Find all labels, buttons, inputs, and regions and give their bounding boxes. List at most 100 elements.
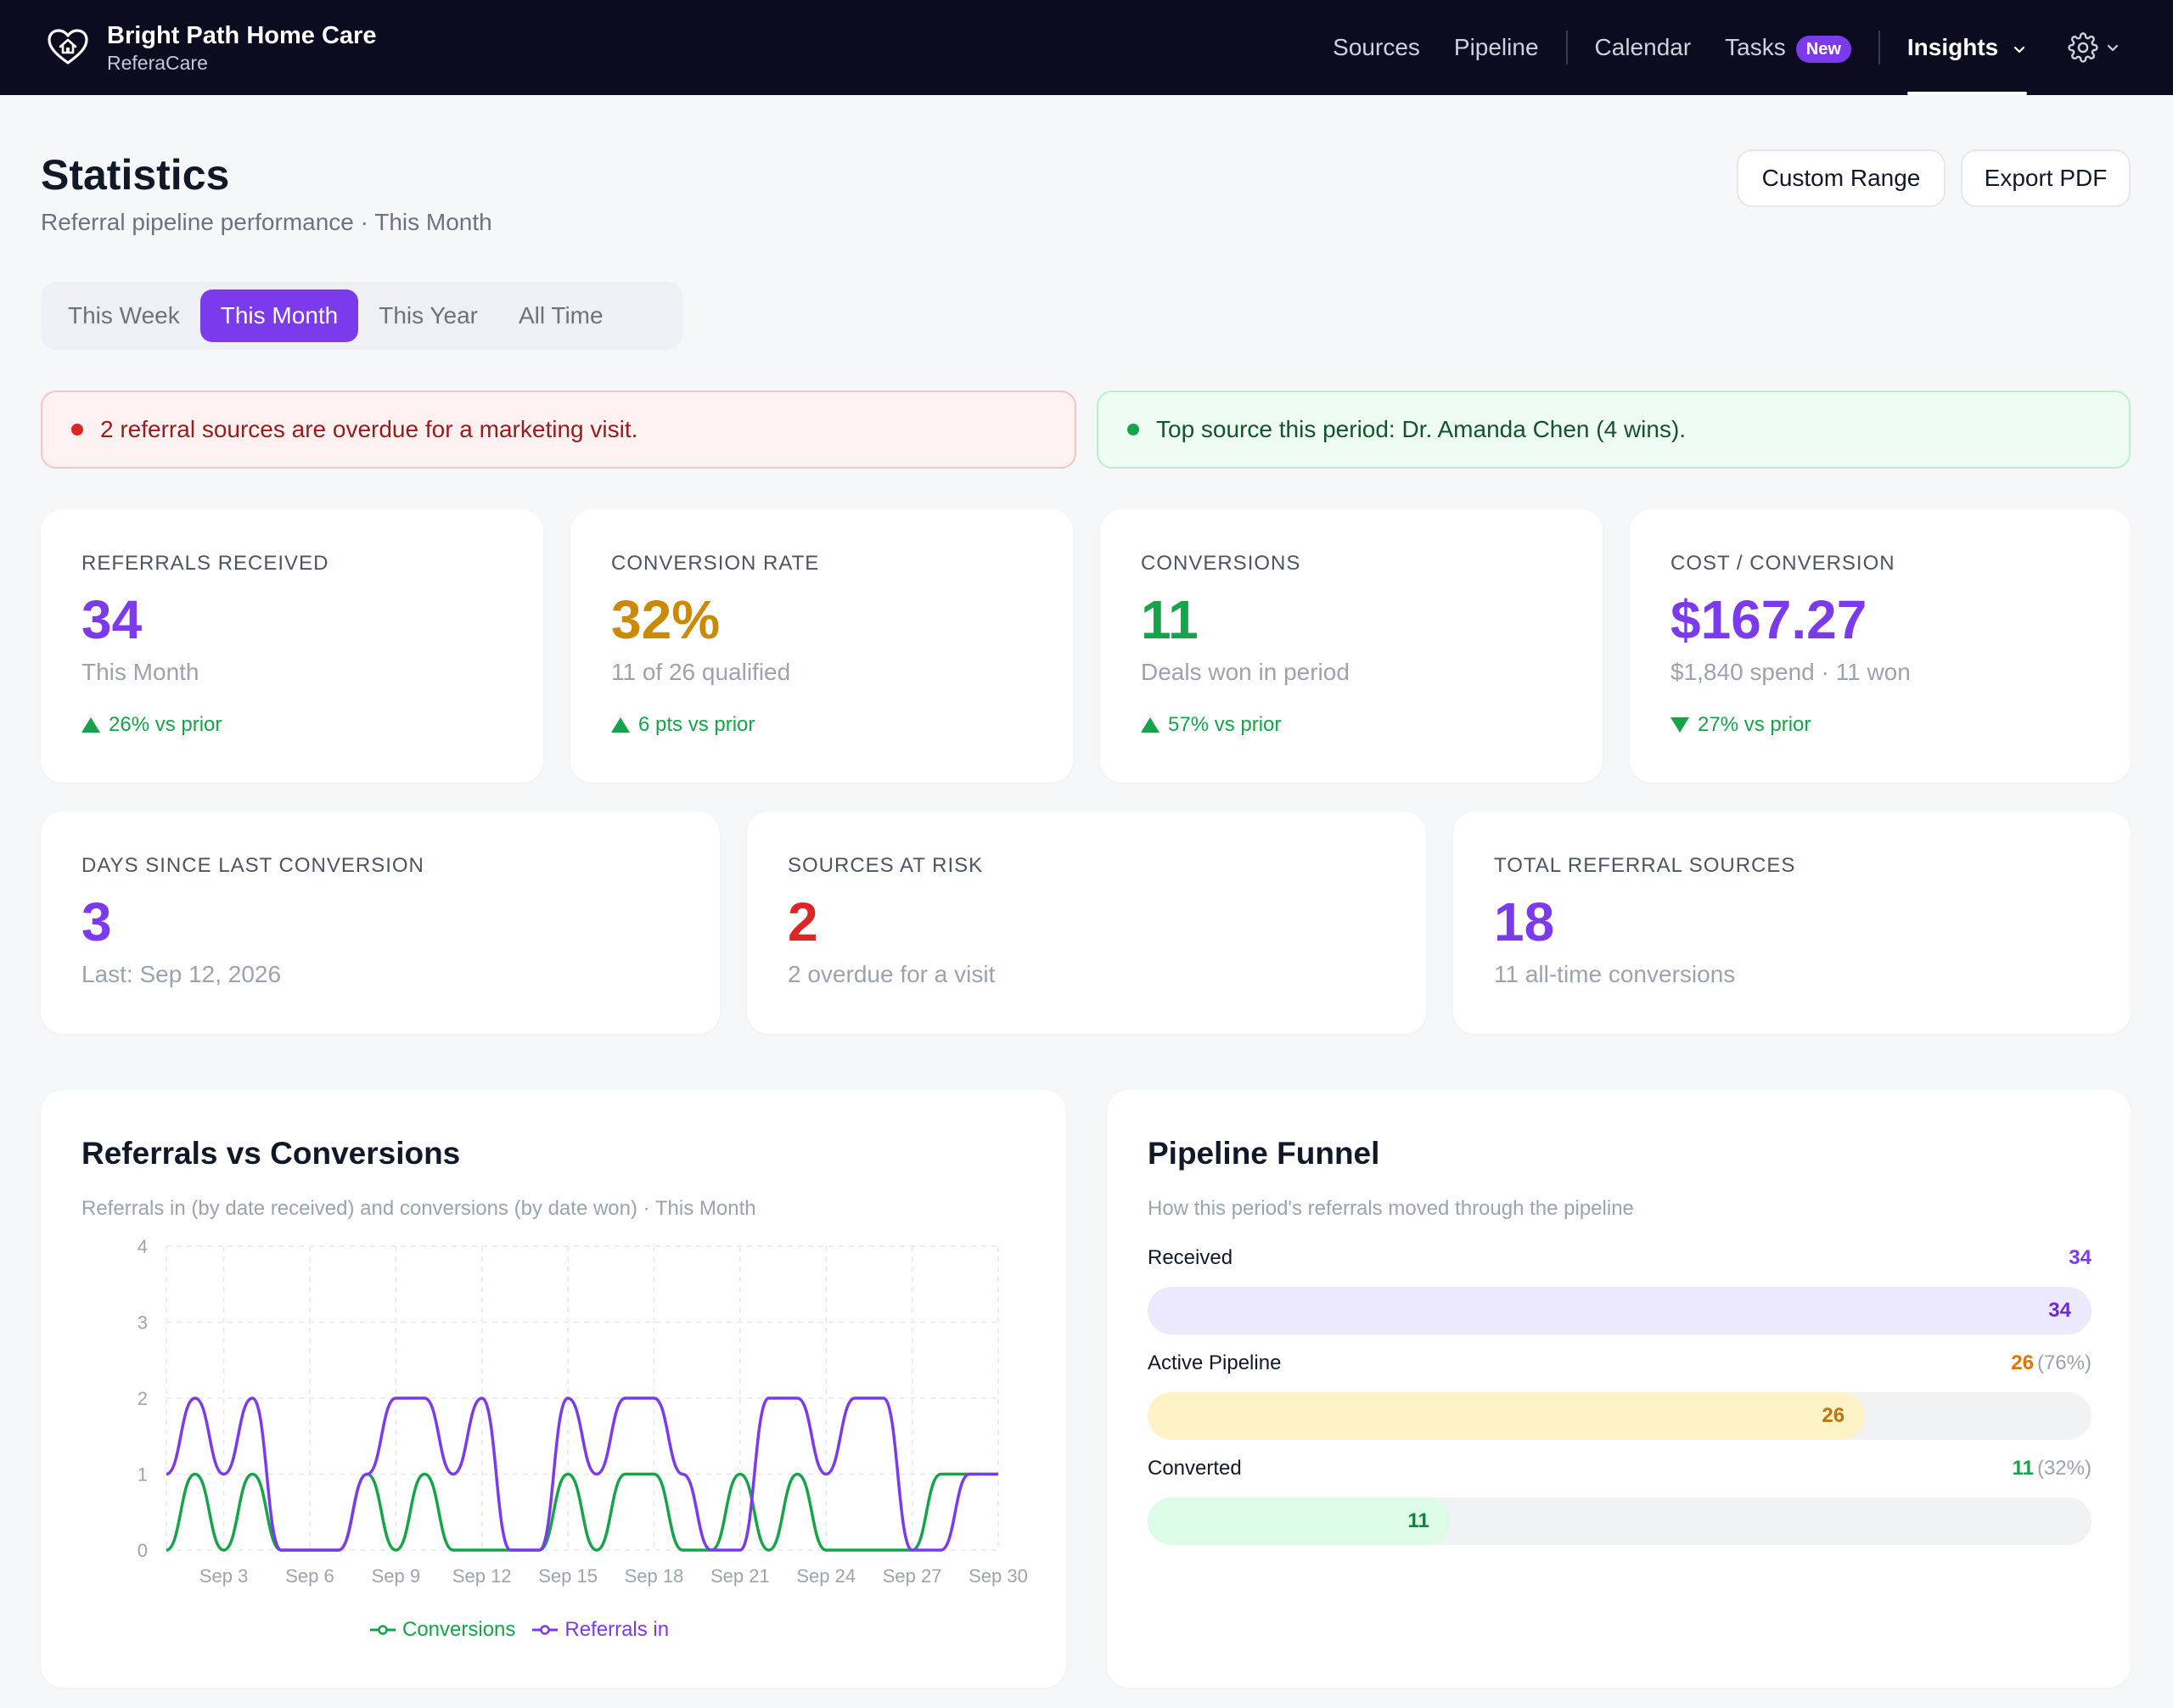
tab-all-time[interactable]: All Time — [519, 302, 604, 329]
top-nav: Bright Path Home Care ReferaCare Sources… — [0, 0, 2173, 95]
stat-subtext: $1,840 spend · 11 won — [1670, 659, 1911, 685]
legend-item-conversions[interactable]: Conversions — [370, 1618, 515, 1642]
top-source-alert[interactable]: Top source this period: Dr. Amanda Chen … — [1097, 390, 2131, 469]
nav-sources[interactable]: Sources — [1333, 34, 1420, 60]
x-tick-label: Sep 18 — [625, 1565, 684, 1587]
period-segmented-control: This Week This Month This Year All Time — [41, 282, 682, 350]
nav-pipeline[interactable]: Pipeline — [1453, 34, 1539, 60]
funnel-bar-value: 34 — [2048, 1299, 2071, 1322]
stat-value: 2 — [788, 891, 818, 952]
y-tick-label: 4 — [138, 1236, 148, 1257]
funnel-label: Received — [1148, 1246, 1233, 1269]
stat-card-conversions: CONVERSIONS 11 Deals won in period 57% v… — [1100, 509, 1603, 783]
panel-title: Pipeline Funnel — [1148, 1136, 1380, 1171]
referrals-vs-conversions-panel: Referrals vs Conversions Referrals in (b… — [41, 1090, 1066, 1688]
page-title: Statistics — [41, 151, 230, 199]
gear-icon — [2068, 32, 2098, 63]
panel-subtitle: Referrals in (by date received) and conv… — [81, 1197, 756, 1220]
stat-subtext: Deals won in period — [1141, 659, 1350, 685]
stat-delta-text: 6 pts vs prior — [638, 713, 755, 736]
funnel-track: 11 — [1148, 1497, 2092, 1545]
stat-card-referrals-received: REFERRALS RECEIVED 34 This Month 26% vs … — [41, 509, 543, 783]
stat-delta-text: 26% vs prior — [109, 713, 222, 736]
funnel-row-converted[interactable]: Converted 11 (32%) 11 — [1148, 1455, 2092, 1545]
stat-value: 11 — [1141, 589, 1199, 650]
funnel-bar-value: 26 — [1822, 1404, 1845, 1427]
line-marker-icon — [370, 1625, 396, 1635]
stat-value: 32% — [611, 589, 721, 650]
line-chart[interactable]: 0 1 2 3 4 Sep 3 Sep 6 Sep 9 Sep 12 Sep 15 Sep 18 Se… — [41, 1090, 1066, 1688]
custom-range-button[interactable]: Custom Range — [1737, 149, 1946, 207]
tab-this-month[interactable]: This Month — [199, 289, 359, 342]
settings-menu[interactable] — [2044, 32, 2120, 63]
stat-label: COST / CONVERSION — [1670, 552, 1895, 575]
chevron-down-icon — [2013, 46, 2025, 53]
stat-card-cost-per-conversion: COST / CONVERSION $167.27 $1,840 spend ·… — [1630, 509, 2131, 783]
legend-label: Referrals in — [564, 1618, 670, 1641]
funnel-percent: (76%) — [2036, 1351, 2092, 1374]
funnel-label: Converted — [1148, 1457, 1242, 1480]
funnel-percent: (32%) — [2036, 1457, 2092, 1480]
stat-card-sources-at-risk: SOURCES AT RISK 2 2 overdue for a visit — [747, 812, 1426, 1034]
chevron-down-icon — [2107, 44, 2119, 52]
stat-delta: 57% vs prior — [1141, 713, 1281, 737]
export-pdf-button[interactable]: Export PDF — [1961, 149, 2131, 207]
nav-tasks[interactable]: Tasks New — [1708, 0, 1868, 95]
stat-delta: 27% vs prior — [1670, 713, 1811, 737]
nav-divider — [1878, 31, 1880, 65]
chart-legend: Conversions Referrals in — [370, 1618, 686, 1642]
stat-card-conversion-rate: CONVERSION RATE 32% 11 of 26 qualified 6… — [570, 509, 1073, 783]
series-line-referrals-in — [166, 1396, 998, 1552]
x-tick-label: Sep 15 — [538, 1565, 598, 1587]
x-tick-label: Sep 24 — [796, 1565, 856, 1587]
funnel-bar-value: 11 — [1407, 1509, 1429, 1532]
y-tick-label: 3 — [138, 1312, 148, 1334]
funnel-bar: 26 — [1148, 1392, 1866, 1440]
funnel-row-active-pipeline[interactable]: Active Pipeline 26 (76%) 26 — [1148, 1350, 2092, 1440]
tab-this-year[interactable]: This Year — [379, 302, 478, 329]
stat-label: SOURCES AT RISK — [788, 854, 984, 877]
stat-delta: 26% vs prior — [81, 713, 222, 737]
page-subtitle: Referral pipeline performance · This Mon… — [41, 209, 492, 235]
overdue-alert[interactable]: 2 referral sources are overdue for a mar… — [41, 390, 1076, 469]
x-tick-label: Sep 9 — [372, 1565, 421, 1587]
top-source-alert-text: Top source this period: Dr. Amanda Chen … — [1156, 416, 1687, 442]
stat-value: 3 — [81, 891, 112, 952]
y-tick-label: 0 — [138, 1540, 148, 1561]
stat-label: DAYS SINCE LAST CONVERSION — [81, 854, 424, 877]
trend-up-icon — [81, 717, 100, 733]
stat-card-total-referral-sources: TOTAL REFERRAL SOURCES 18 11 all-time co… — [1453, 812, 2131, 1034]
trend-up-icon — [611, 717, 630, 733]
funnel-row-received[interactable]: Received 34 34 — [1148, 1244, 2092, 1334]
series-line-conversions — [166, 1472, 998, 1552]
line-marker-icon — [532, 1625, 559, 1635]
trend-down-icon — [1670, 717, 1689, 733]
x-tick-label: Sep 27 — [883, 1565, 942, 1587]
nav-insights[interactable]: Insights — [1890, 0, 2044, 95]
stat-subtext: 11 all-time conversions — [1494, 961, 1736, 987]
nav-divider — [1565, 31, 1568, 65]
stat-label: CONVERSIONS — [1141, 552, 1301, 575]
trend-up-icon — [1141, 717, 1159, 733]
panel-title: Referrals vs Conversions — [81, 1136, 461, 1171]
funnel-bar: 34 — [1148, 1287, 2092, 1334]
funnel-label: Active Pipeline — [1148, 1351, 1282, 1374]
stat-card-days-since-last-conversion: DAYS SINCE LAST CONVERSION 3 Last: Sep 1… — [41, 812, 720, 1034]
legend-label: Conversions — [402, 1618, 516, 1641]
stat-label: TOTAL REFERRAL SOURCES — [1494, 854, 1796, 877]
stat-value: 34 — [81, 589, 143, 650]
y-tick-label: 2 — [138, 1388, 148, 1409]
tab-this-week[interactable]: This Week — [68, 302, 180, 329]
stat-label: REFERRALS RECEIVED — [81, 552, 329, 575]
y-tick-label: 1 — [138, 1464, 148, 1486]
funnel-count: 34 — [2069, 1246, 2092, 1269]
legend-item-referrals[interactable]: Referrals in — [532, 1618, 669, 1642]
nav-insights-label: Insights — [1906, 34, 1999, 60]
stat-delta-text: 57% vs prior — [1168, 713, 1282, 736]
brand[interactable]: Bright Path Home Care ReferaCare — [44, 20, 376, 75]
nav-calendar[interactable]: Calendar — [1594, 34, 1692, 60]
panel-subtitle: How this period's referrals moved throug… — [1148, 1197, 1634, 1220]
funnel-count: 26 — [2011, 1351, 2034, 1374]
brand-subtitle: ReferaCare — [107, 52, 208, 74]
stat-subtext: 11 of 26 qualified — [611, 659, 791, 685]
